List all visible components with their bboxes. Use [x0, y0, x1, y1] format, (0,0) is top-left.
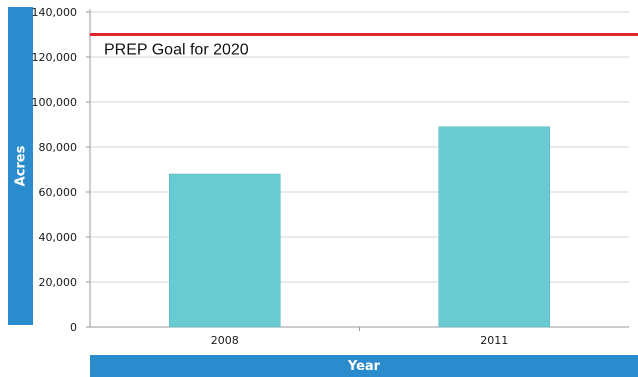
x-axis-label: Year: [347, 358, 381, 374]
bar-2008: [169, 173, 281, 328]
y-tick-label: 0: [70, 321, 77, 334]
y-tick-label: 140,000: [32, 6, 78, 19]
x-axis-label-band: Year: [90, 355, 638, 377]
y-tick-label: 60,000: [39, 186, 78, 199]
y-tick-label: 100,000: [32, 96, 78, 109]
x-tick-label: 2008: [211, 334, 239, 347]
bar-2011: [438, 126, 550, 328]
x-tick-label: 2011: [480, 334, 508, 347]
y-tick-label: 20,000: [39, 276, 78, 289]
y-axis-label-band: Acres: [8, 7, 33, 325]
goal-line-label: PREP Goal for 2020: [104, 42, 249, 59]
y-tick-label: 80,000: [39, 141, 78, 154]
y-tick-label: 120,000: [32, 51, 78, 64]
y-tick-label: 40,000: [39, 231, 78, 244]
